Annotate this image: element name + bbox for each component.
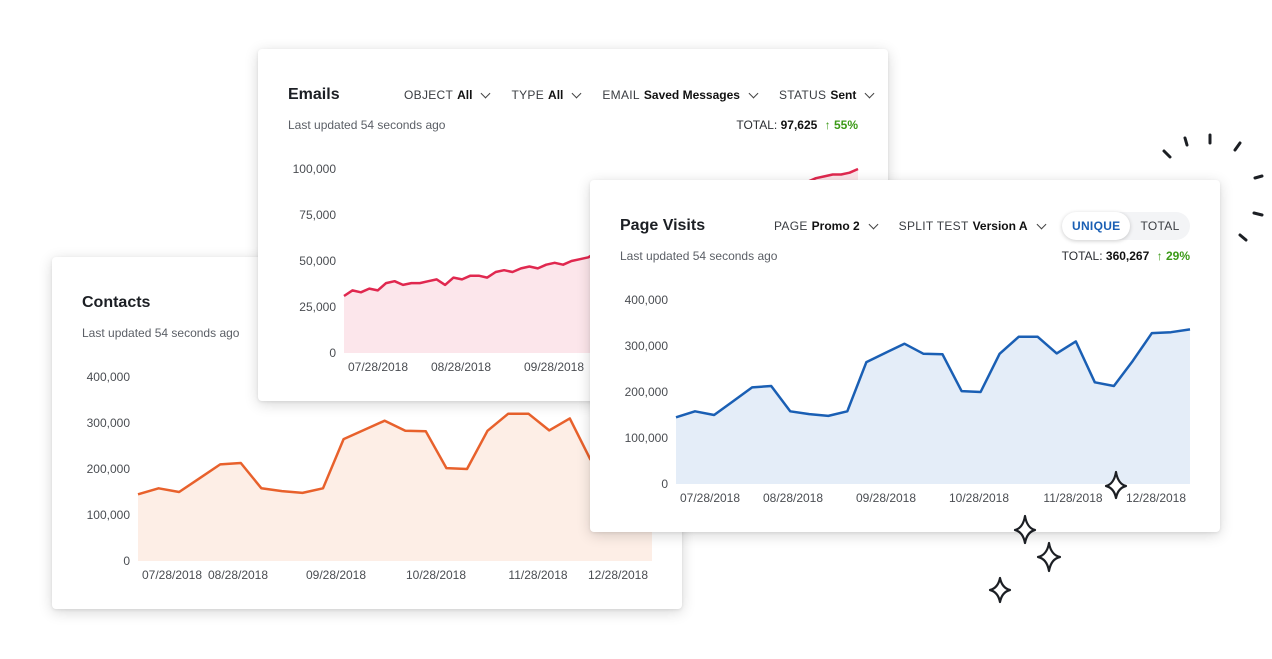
x-tick-label: 07/28/2018 <box>348 360 408 374</box>
total-label: TOTAL: <box>736 118 778 132</box>
y-tick-label: 50,000 <box>299 254 336 268</box>
star-icon <box>988 576 1012 604</box>
x-tick-label: 12/28/2018 <box>1126 491 1186 505</box>
x-tick-label: 11/28/2018 <box>508 568 567 582</box>
x-tick-label: 09/28/2018 <box>306 568 366 582</box>
split-test-filter[interactable]: SPLIT TEST Version A <box>898 219 1046 233</box>
star-icon <box>1036 541 1062 573</box>
total-change: ↑ 55% <box>824 118 858 132</box>
filter-label: EMAIL <box>602 88 640 102</box>
total-label: TOTAL: <box>1061 249 1103 263</box>
x-tick-label: 07/28/2018 <box>680 491 740 505</box>
total-change: ↑ 29% <box>1156 249 1190 263</box>
email-filter[interactable]: EMAIL Saved Messages <box>602 88 759 102</box>
y-tick-label: 100,000 <box>625 431 669 445</box>
x-tick-label: 09/28/2018 <box>524 360 584 374</box>
y-tick-label: 400,000 <box>625 293 669 307</box>
y-tick-label: 0 <box>123 554 130 568</box>
x-tick-label: 07/28/2018 <box>142 568 202 582</box>
filter-label: STATUS <box>778 88 827 102</box>
emails-filters: OBJECT All TYPE All EMAIL Saved Messages ST… <box>404 88 875 102</box>
page-visits-card: Page Visits PAGE Promo 2 SPLIT TEST Versio… <box>590 180 1220 532</box>
y-tick-label: 0 <box>661 477 668 491</box>
x-tick-label: 08/28/2018 <box>763 491 823 505</box>
object-filter[interactable]: OBJECT All <box>404 88 491 102</box>
y-tick-label: 400,000 <box>87 370 131 384</box>
x-tick-label: 11/28/2018 <box>1043 491 1102 505</box>
total-value: 97,625 <box>780 118 818 132</box>
page-visits-total: TOTAL: 360,267 ↑ 29% <box>1062 249 1190 263</box>
series-line <box>137 409 654 496</box>
type-filter[interactable]: TYPE All <box>511 88 582 102</box>
emails-updated: Last updated 54 seconds ago <box>288 118 446 132</box>
page-visits-title: Page Visits <box>620 217 706 234</box>
y-tick-label: 200,000 <box>87 462 131 476</box>
y-tick-label: 300,000 <box>87 416 131 430</box>
contacts-title: Contacts <box>82 294 151 311</box>
total-toggle-button[interactable]: TOTAL <box>1140 219 1180 233</box>
contacts-updated: Last updated 54 seconds ago <box>82 326 240 340</box>
y-tick-label: 100,000 <box>87 508 131 522</box>
page-visits-filters: PAGE Promo 2 SPLIT TEST Version A <box>774 219 1046 233</box>
y-tick-label: 300,000 <box>625 339 669 353</box>
x-tick-label: 09/28/2018 <box>856 491 916 505</box>
emails-title: Emails <box>288 86 340 103</box>
page-filter[interactable]: PAGE Promo 2 <box>774 219 879 233</box>
filter-label: PAGE <box>774 219 808 233</box>
x-tick-label: 10/28/2018 <box>949 491 1009 505</box>
y-tick-label: 200,000 <box>625 385 669 399</box>
y-tick-label: 75,000 <box>299 208 336 222</box>
filter-value: Version A <box>972 219 1028 233</box>
x-tick-label: 08/28/2018 <box>431 360 491 374</box>
status-filter[interactable]: STATUS Sent <box>778 88 875 102</box>
total-value: 360,267 <box>1105 249 1150 263</box>
x-tick-label: 10/28/2018 <box>406 568 466 582</box>
filter-label: TYPE <box>511 88 545 102</box>
filter-value: Promo 2 <box>811 219 860 233</box>
page-visits-updated: Last updated 54 seconds ago <box>620 249 778 263</box>
filter-label: OBJECT <box>404 88 454 102</box>
unique-toggle-button[interactable]: UNIQUE <box>1062 212 1131 240</box>
y-tick-label: 25,000 <box>299 300 336 314</box>
emails-total: TOTAL: 97,625 ↑ 55% <box>736 118 858 132</box>
x-tick-label: 08/28/2018 <box>208 568 268 582</box>
filter-value: Sent <box>830 88 857 102</box>
contacts-chart: 400,000 300,000 200,000 100,000 0 07/28/2018 0… <box>87 370 654 582</box>
page-visits-chart: 400,000 300,000 200,000 100,000 0 07/28/2018 0… <box>625 293 1191 505</box>
filter-label: SPLIT TEST <box>898 219 969 233</box>
x-tick-label: 12/28/2018 <box>588 568 648 582</box>
unique-total-toggle: UNIQUE TOTAL <box>1062 212 1190 240</box>
y-tick-label: 100,000 <box>293 162 337 176</box>
filter-value: Saved Messages <box>643 88 740 102</box>
y-tick-label: 0 <box>329 346 336 360</box>
filter-value: All <box>548 88 564 102</box>
series-area <box>138 410 652 561</box>
series-area <box>676 329 1190 484</box>
filter-value: All <box>457 88 473 102</box>
series-line <box>675 328 1191 419</box>
